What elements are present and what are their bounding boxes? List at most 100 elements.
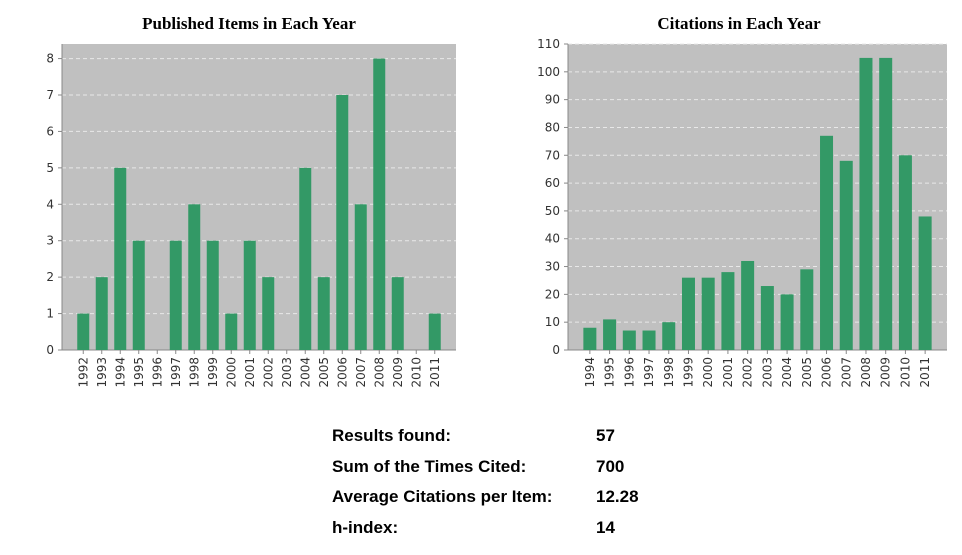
bar-2009 bbox=[391, 277, 404, 350]
summary-value: 12.28 bbox=[596, 487, 639, 506]
x-tick-label: 2006 bbox=[335, 357, 349, 388]
bar-2010 bbox=[898, 155, 912, 350]
y-tick-label: 40 bbox=[545, 232, 560, 246]
x-tick-label: 1995 bbox=[132, 357, 146, 388]
citations-chart: Citations in Each Year 0 10 20 30 40 50 60 70 80 9… bbox=[537, 14, 947, 388]
bar-1999 bbox=[681, 277, 695, 350]
x-tick-label: 1999 bbox=[681, 357, 695, 388]
x-tick-label: 2009 bbox=[391, 357, 405, 388]
y-tick-label: 20 bbox=[545, 287, 560, 301]
x-tick-label: 2010 bbox=[409, 357, 423, 388]
bar-1995 bbox=[603, 319, 617, 350]
bar-1995 bbox=[132, 240, 145, 350]
bar-1999 bbox=[206, 240, 219, 350]
bar-2003 bbox=[760, 286, 774, 350]
y-tick-label: 2 bbox=[46, 270, 54, 284]
summary-label: Results found: bbox=[332, 426, 451, 445]
bar-2008 bbox=[859, 57, 873, 351]
bar-2001 bbox=[243, 240, 256, 350]
bar-2011 bbox=[428, 313, 441, 350]
x-tick-label: 2005 bbox=[317, 357, 331, 388]
chart-title: Citations in Each Year bbox=[657, 14, 821, 33]
summary-value: 14 bbox=[596, 517, 615, 537]
y-tick-label: 1 bbox=[46, 307, 54, 321]
x-tick-label: 2009 bbox=[879, 357, 893, 388]
bar-1994 bbox=[583, 327, 597, 350]
y-tick-label: 5 bbox=[46, 161, 54, 175]
x-tick-label: 1998 bbox=[662, 357, 676, 388]
x-tick-label: 2008 bbox=[859, 357, 873, 388]
x-tick-label: 2007 bbox=[839, 357, 853, 388]
y-tick-label: 6 bbox=[46, 124, 54, 138]
bar-2007 bbox=[839, 160, 853, 350]
y-tick-label: 30 bbox=[545, 260, 560, 274]
y-tick-label: 8 bbox=[46, 52, 54, 66]
y-tick-label: 90 bbox=[545, 93, 560, 107]
bar-2004 bbox=[780, 294, 794, 350]
bar-2011 bbox=[918, 216, 932, 350]
x-tick-label: 1998 bbox=[187, 357, 201, 388]
summary-label: h-index: bbox=[332, 517, 399, 537]
x-tick-label: 2001 bbox=[721, 357, 735, 388]
y-tick-label: 0 bbox=[552, 343, 560, 357]
summary-label: Average Citations per Item: bbox=[332, 487, 553, 506]
bar-1996 bbox=[622, 330, 636, 350]
bar-2009 bbox=[879, 57, 893, 351]
y-tick-label: 50 bbox=[545, 204, 560, 218]
x-tick-label: 1996 bbox=[622, 357, 636, 388]
x-tick-label: 2007 bbox=[354, 357, 368, 388]
bar-2000 bbox=[225, 313, 238, 350]
y-tick-label: 4 bbox=[46, 197, 54, 211]
x-tick-label: 1996 bbox=[150, 357, 164, 388]
x-tick-label: 2011 bbox=[428, 357, 442, 388]
x-tick-label: 2004 bbox=[298, 357, 312, 388]
x-tick-label: 2005 bbox=[800, 357, 814, 388]
bar-1998 bbox=[188, 204, 201, 350]
y-tick-label: 7 bbox=[46, 88, 54, 102]
x-tick-label: 1994 bbox=[583, 357, 597, 388]
y-tick-label: 60 bbox=[545, 176, 560, 190]
x-tick-label: 1997 bbox=[169, 357, 183, 388]
x-tick-label: 2011 bbox=[918, 357, 932, 388]
bar-2000 bbox=[701, 277, 715, 350]
y-tick-label: 10 bbox=[545, 315, 560, 329]
x-tick-label: 2003 bbox=[760, 357, 774, 388]
y-tick-label: 3 bbox=[46, 234, 54, 248]
bar-2001 bbox=[721, 272, 735, 350]
summary-value: 700 bbox=[596, 456, 625, 476]
bar-1997 bbox=[169, 240, 182, 350]
x-tick-label: 1999 bbox=[206, 357, 220, 388]
x-tick-label: 2002 bbox=[261, 357, 275, 388]
bar-1992 bbox=[77, 313, 90, 350]
x-tick-label: 2006 bbox=[820, 357, 834, 388]
y-tick-label: 110 bbox=[537, 37, 560, 51]
x-tick-label: 1993 bbox=[95, 357, 109, 388]
x-tick-label: 2000 bbox=[701, 357, 715, 388]
x-tick-label: 2008 bbox=[372, 357, 386, 388]
x-tick-label: 2000 bbox=[224, 357, 238, 388]
x-tick-label: 1997 bbox=[642, 357, 656, 388]
bar-2002 bbox=[741, 260, 755, 350]
x-tick-label: 1992 bbox=[76, 357, 90, 388]
y-tick-label: 100 bbox=[537, 65, 560, 79]
x-tick-label: 2003 bbox=[280, 357, 294, 388]
bar-1998 bbox=[662, 322, 676, 350]
bar-2004 bbox=[299, 167, 312, 350]
x-tick-label: 2002 bbox=[741, 357, 755, 388]
bar-1997 bbox=[642, 330, 656, 350]
bar-2005 bbox=[800, 269, 814, 350]
summary-value: 57 bbox=[596, 426, 615, 445]
bar-1993 bbox=[95, 277, 108, 350]
summary-label: Sum of the Times Cited: bbox=[332, 456, 527, 476]
y-tick-label: 70 bbox=[545, 148, 560, 162]
bar-2006 bbox=[336, 95, 349, 350]
bar-2002 bbox=[262, 277, 275, 350]
x-tick-label: 2010 bbox=[898, 357, 912, 388]
x-tick-label: 2004 bbox=[780, 357, 794, 388]
bar-1994 bbox=[114, 167, 127, 350]
bar-2006 bbox=[820, 135, 834, 350]
bar-2005 bbox=[317, 277, 330, 350]
bar-2007 bbox=[354, 204, 367, 350]
x-tick-label: 1995 bbox=[603, 357, 617, 388]
